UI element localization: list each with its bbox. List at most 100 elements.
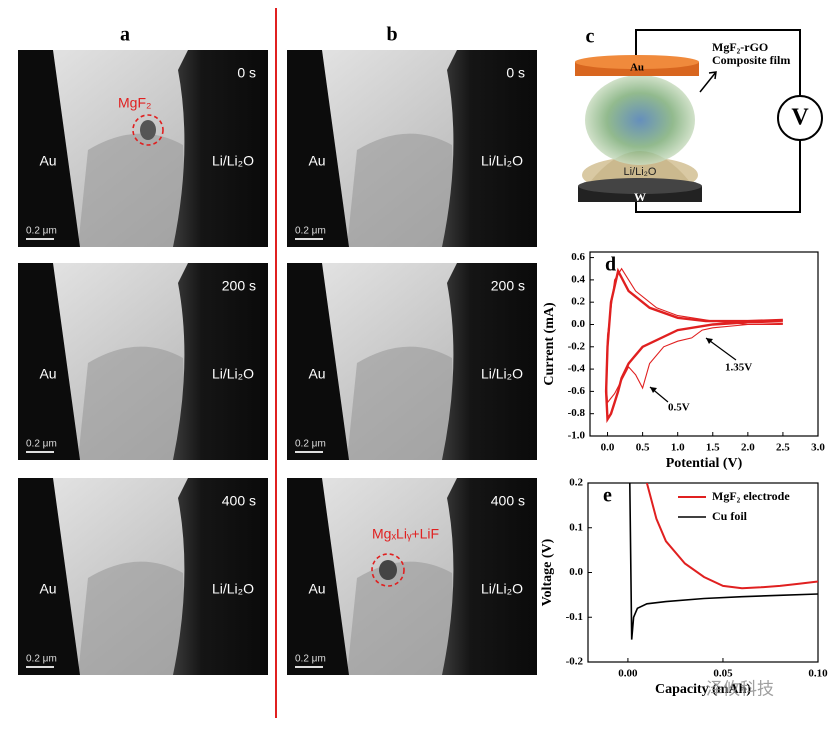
au-label: Au — [630, 62, 644, 74]
tem-image: Au Li/Li₂O 400 s 0.2 μm — [18, 478, 268, 675]
x-tick-label: 0.0 — [601, 442, 615, 454]
tem-time: 200 s — [491, 278, 525, 294]
y-tick-label: -0.4 — [568, 363, 586, 375]
panel-label: c — [586, 26, 595, 48]
tem-left-label: Au — [308, 153, 325, 169]
au-tip — [287, 263, 349, 460]
plot-frame — [589, 251, 819, 437]
highlight — [371, 553, 405, 587]
charts: 0.0 0.5 1.0 1.5 2.0 2.5 3.0 0.6 0.4 0.2 0.0 -0.2 -0.… — [540, 251, 828, 697]
y-tick-label: 0.1 — [569, 521, 583, 533]
au-electrode-top — [575, 55, 699, 69]
y-tick-label: 0.0 — [569, 566, 583, 578]
x-axis-label: Potential (V) — [666, 456, 743, 471]
au-tip — [18, 478, 80, 675]
tem-image: Au Li/Li₂O 0 s 0.2 μm MgF₂ — [18, 50, 268, 247]
x-tick-label: 0.00 — [618, 668, 638, 680]
y-tick-label: 0.2 — [569, 477, 583, 489]
x-tick-label: 2.5 — [776, 442, 790, 454]
x-tick-label: 0.05 — [713, 668, 733, 680]
annotation-arrowhead — [706, 338, 713, 344]
chart-label: e — [603, 485, 612, 507]
chart: 0.0 0.5 1.0 1.5 2.0 2.5 3.0 0.6 0.4 0.2 0.0 -0.2 -0.… — [542, 251, 825, 471]
x-tick-label: 1.0 — [671, 442, 685, 454]
tem-right-label: Li/Li₂O — [481, 581, 523, 597]
li-electrode — [442, 263, 537, 460]
series-line — [629, 483, 818, 640]
au-tip — [287, 50, 349, 247]
x-tick-label: 1.5 — [706, 442, 720, 454]
tem-left-label: Au — [308, 366, 325, 382]
li-electrode — [173, 263, 268, 460]
series-line — [604, 267, 783, 424]
x-tick-label: 3.0 — [811, 442, 825, 454]
tem-time: 0 s — [237, 65, 256, 81]
tem-left-label: Au — [39, 366, 56, 382]
annotation: 0.5V — [668, 402, 690, 414]
w-electrode-top — [578, 178, 702, 194]
y-tick-label: -0.6 — [568, 385, 586, 397]
specimen — [78, 346, 188, 460]
annotation: MgF₂ — [118, 95, 151, 111]
tem-right-label: Li/Li₂O — [212, 581, 254, 597]
particle — [140, 120, 156, 140]
specimen — [78, 561, 188, 675]
li-electrode — [442, 478, 537, 675]
specimen — [347, 346, 457, 460]
series-line — [605, 267, 783, 404]
scale-bar-label: 0.2 μm — [295, 439, 326, 450]
tem-time: 0 s — [506, 65, 525, 81]
li-electrode — [442, 50, 537, 247]
base-label: Li/Li₂O — [623, 166, 656, 178]
x-axis-label: Capacity (mAh) — [655, 682, 751, 697]
diagram: V Au Li/Li₂O W MgF₂-rGO Composite film — [575, 29, 823, 213]
y-tick-label: 0.2 — [571, 296, 585, 308]
film-label: Composite film — [712, 53, 790, 67]
y-tick-label: 0.6 — [571, 251, 585, 263]
meter — [777, 95, 823, 141]
legend-label: Cu foil — [712, 509, 748, 523]
y-axis-label: Voltage (V) — [540, 538, 555, 606]
y-tick-label: -0.2 — [568, 340, 586, 352]
panel-label: a — [120, 24, 130, 46]
x-tick-label: 0.5 — [636, 442, 650, 454]
li-electrode — [173, 478, 268, 675]
au-tip — [18, 263, 80, 460]
series-line — [645, 483, 818, 590]
tem-time: 400 s — [222, 493, 256, 509]
y-tick-label: -0.1 — [566, 611, 583, 623]
tem-right-label: Li/Li₂O — [481, 366, 523, 382]
au-tip — [18, 50, 80, 247]
watermark: 泽攸科技 — [706, 679, 774, 698]
li-electrode — [173, 50, 268, 247]
annotation: 1.35V — [725, 362, 752, 374]
tem-right-label: Li/Li₂O — [212, 366, 254, 382]
meter-label: V — [791, 105, 809, 131]
y-tick-label: 0.4 — [571, 273, 585, 285]
chart-label: d — [605, 254, 616, 276]
tem-right-label: Li/Li₂O — [212, 153, 254, 169]
tem-image: Au Li/Li₂O 200 s 0.2 μm — [287, 263, 537, 460]
scale-bar-label: 0.2 μm — [26, 654, 57, 665]
y-tick-label: -1.0 — [568, 430, 586, 442]
film-label: MgF₂-rGO — [712, 40, 768, 54]
tem-left-label: Au — [39, 581, 56, 597]
arrow — [699, 71, 717, 93]
au-tip — [287, 478, 349, 675]
scale-bar-label: 0.2 μm — [295, 226, 326, 237]
scale-bar-label: 0.2 μm — [26, 439, 57, 450]
wire — [635, 29, 801, 213]
plot-frame — [587, 482, 819, 663]
y-axis-label: Current (mA) — [542, 302, 557, 386]
tem-image: Au Li/Li₂O 0 s 0.2 μm — [287, 50, 537, 247]
panel-label: b — [386, 24, 397, 46]
y-tick-label: -0.8 — [568, 407, 586, 419]
specimen — [347, 561, 457, 675]
tem-left-label: Au — [308, 581, 325, 597]
annotation-arrow — [705, 337, 737, 361]
film — [585, 75, 695, 165]
particle — [379, 560, 397, 580]
tem-image: Au Li/Li₂O 400 s 0.2 μm MgₓLiᵧ+LiF — [287, 478, 537, 675]
x-tick-label: 0.10 — [808, 668, 828, 680]
